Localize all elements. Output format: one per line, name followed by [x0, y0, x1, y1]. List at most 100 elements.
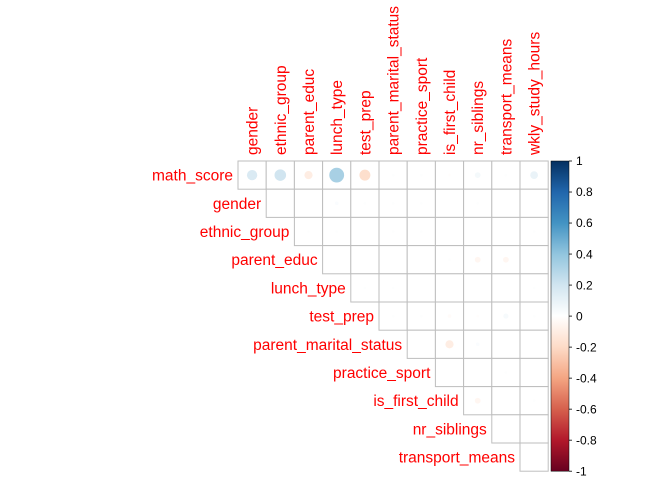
row-label: practice_sport — [333, 365, 431, 382]
row-label: gender — [213, 196, 261, 213]
colorbar-tick-label: -0.8 — [576, 433, 597, 447]
colorbar-tick-label: -0.2 — [576, 340, 597, 354]
label-layer: math_scoregenderethnic_groupparent_educl… — [152, 6, 544, 467]
correlation-circle — [420, 173, 423, 177]
correlation-circle — [533, 456, 535, 458]
row-label: ethnic_group — [200, 224, 290, 241]
column-label: wkly_study_hours — [527, 32, 544, 156]
grid-cell — [322, 188, 352, 218]
correlation-circle — [476, 202, 479, 205]
correlation-circle — [533, 259, 535, 261]
correlation-circle — [532, 399, 536, 402]
correlation-circle — [505, 202, 507, 204]
row-label: parent_educ — [231, 252, 317, 269]
row-label: lunch_type — [271, 280, 346, 297]
colorbar-tick-label: 0.6 — [576, 216, 593, 230]
correlation-circle — [504, 371, 508, 374]
correlation-circle — [363, 202, 367, 205]
correlation-circle — [532, 230, 536, 233]
column-label: test_prep — [357, 90, 374, 155]
circle-layer — [246, 167, 538, 458]
correlation-circle — [420, 259, 422, 261]
column-label: gender — [245, 107, 262, 155]
column-label: lunch_type — [329, 80, 346, 155]
colorbar-tick-label: 0.4 — [576, 247, 593, 261]
correlation-circle — [391, 202, 395, 205]
grid-cell — [293, 216, 324, 247]
colorbar-tick-label: -0.6 — [576, 402, 597, 416]
column-label: is_first_child — [442, 70, 459, 155]
correlation-circle — [532, 314, 536, 318]
colorbar-tick-label: -1 — [576, 464, 587, 478]
correlation-circle — [420, 202, 423, 205]
correlation-circle — [307, 230, 310, 233]
correlation-circle — [532, 286, 536, 290]
grid-cell — [519, 216, 549, 247]
column-label: nr_siblings — [470, 81, 487, 155]
correlation-circle — [391, 173, 395, 177]
correlation-circle — [476, 314, 479, 318]
row-label: transport_means — [399, 450, 516, 467]
correlation-circle — [533, 428, 535, 430]
correlation-circle — [336, 259, 338, 261]
correlation-circle — [449, 287, 450, 289]
column-label: transport_means — [498, 38, 515, 155]
correlation-circle — [363, 286, 367, 290]
correlation-circle — [449, 231, 450, 232]
correlation-circle — [505, 231, 507, 232]
correlation-circle — [503, 313, 509, 319]
correlation-circle — [364, 231, 366, 232]
correlation-circle — [392, 259, 394, 261]
correlation-circle — [391, 314, 395, 318]
correlation-circle — [420, 230, 423, 233]
correlation-circle — [335, 230, 338, 233]
correlation-circle — [533, 372, 535, 373]
correlation-circle — [391, 286, 395, 290]
correlation-circle — [448, 258, 451, 261]
column-label: parent_educ — [301, 69, 318, 155]
correlation-circle — [420, 287, 422, 289]
column-label: practice_sport — [414, 57, 431, 155]
correlation-circle — [533, 343, 535, 345]
grid-cell — [434, 160, 465, 190]
correlation-circle — [274, 169, 287, 181]
colorbar-gradient — [550, 160, 570, 472]
colorbar-tick-label: 0.2 — [576, 278, 593, 292]
row-label: parent_marital_status — [253, 337, 402, 354]
colorbar-tick-label: 0.8 — [576, 185, 593, 199]
grid-layer — [237, 160, 549, 472]
correlation-circle — [505, 428, 507, 430]
correlation-circle — [420, 343, 422, 345]
correlation-circle — [391, 230, 395, 233]
correlation-circle — [449, 202, 450, 204]
correlation-circle — [364, 259, 366, 261]
colorbar-tick-label: 0 — [576, 309, 583, 323]
colorbar-tick-label: -0.4 — [576, 371, 597, 385]
row-label: is_first_child — [373, 393, 458, 410]
correlation-circle — [505, 343, 507, 345]
colorbar-tick-label: 1 — [576, 154, 583, 168]
correlation-circle — [474, 397, 481, 404]
correlation-circle — [304, 171, 313, 180]
correlation-circle — [308, 202, 309, 204]
correlation-circle — [474, 172, 481, 178]
correlation-circle — [503, 256, 509, 263]
colorbar: 1 0.8 0.6 0.4 0.2 0 -0.2 -0.4 -0.6 -0.8 -1 — [550, 154, 597, 478]
correlation-circle — [477, 287, 479, 289]
correlation-circle — [504, 173, 508, 177]
correlation-circle — [334, 201, 339, 206]
correlation-circle — [420, 314, 423, 318]
column-label: ethnic_group — [273, 65, 290, 155]
column-label: parent_marital_status — [386, 6, 403, 155]
correlation-circle — [449, 372, 450, 373]
correlation-circle — [279, 202, 281, 204]
correlation-circle — [505, 287, 507, 289]
row-label: test_prep — [309, 309, 374, 326]
row-label: nr_siblings — [413, 421, 487, 438]
correlation-circle — [477, 231, 479, 232]
row-label: math_score — [152, 168, 233, 185]
correlation-circle — [445, 340, 454, 349]
correlation-circle — [505, 400, 507, 402]
correlation-circle — [533, 202, 535, 204]
